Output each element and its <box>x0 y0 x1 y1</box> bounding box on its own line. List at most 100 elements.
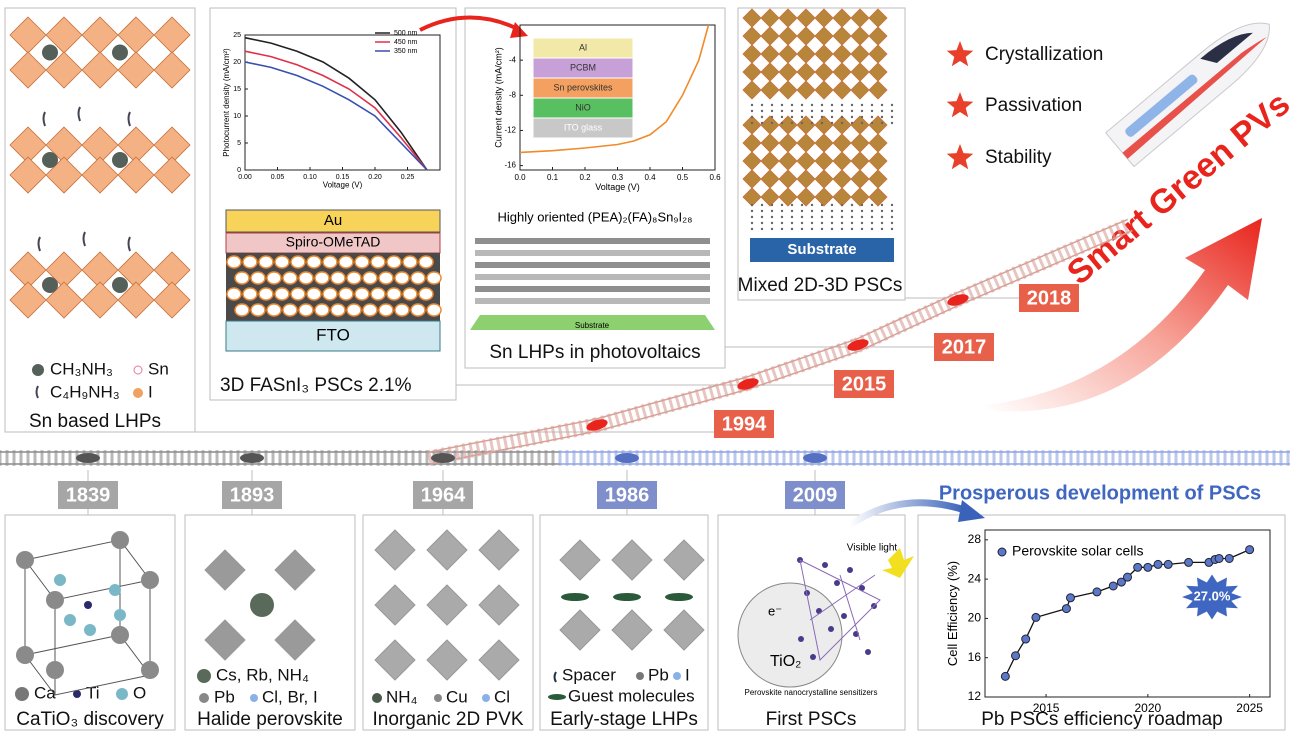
substrate-label: Substrate <box>575 321 610 330</box>
sleeper <box>454 444 461 461</box>
sleeper <box>502 435 509 452</box>
year-label: 2018 <box>1027 287 1072 309</box>
spacer <box>880 103 884 107</box>
spacer <box>880 115 884 119</box>
point <box>1011 651 1021 661</box>
spacer <box>890 227 894 231</box>
layer-label: FTO <box>316 325 350 344</box>
pore <box>282 303 298 317</box>
pore <box>298 303 314 317</box>
spacer <box>850 227 854 231</box>
pore <box>378 271 394 285</box>
spacer <box>820 209 824 213</box>
node <box>822 562 828 568</box>
spacer <box>760 209 764 213</box>
spacer <box>830 221 834 225</box>
sleeper <box>633 405 641 422</box>
sleeper <box>783 361 792 378</box>
cation <box>112 152 128 168</box>
spacer <box>860 203 864 207</box>
sleeper <box>1082 235 1092 252</box>
octahedron <box>274 619 316 661</box>
spacer <box>810 109 814 113</box>
spacer <box>870 227 874 231</box>
pore <box>410 271 426 285</box>
spacer <box>840 227 844 231</box>
point <box>1031 612 1041 622</box>
octahedron <box>778 187 798 207</box>
pore <box>274 255 290 269</box>
spacer <box>870 121 874 125</box>
x-tick-label: 0.4 <box>644 173 656 182</box>
sleeper <box>1088 233 1098 249</box>
spacer <box>830 203 834 207</box>
octahedron <box>559 609 601 651</box>
film <box>475 238 710 304</box>
capsule <box>76 453 100 463</box>
pore <box>322 287 338 301</box>
sleeper <box>1043 252 1053 269</box>
spacer <box>800 109 804 113</box>
spacer <box>780 115 784 119</box>
layer <box>225 320 441 352</box>
spacer <box>780 203 784 207</box>
legend-label: Pb <box>648 665 669 684</box>
year-label: 1839 <box>66 484 111 506</box>
spacer <box>840 221 844 225</box>
legend-icon <box>15 687 29 701</box>
y-axis-label: Cell Efficiency (%) <box>945 561 960 666</box>
sleeper <box>708 385 716 402</box>
capsule <box>431 453 455 463</box>
spacer <box>127 111 131 127</box>
y-tick-label: -4 <box>509 55 517 64</box>
sleeper <box>843 340 852 357</box>
sleeper <box>543 426 550 443</box>
legend-label: CH₃NH₃ <box>50 359 113 378</box>
year-box <box>597 481 657 509</box>
legend-label: Ca <box>34 683 56 702</box>
rail <box>855 292 956 341</box>
spacer <box>790 109 794 113</box>
x-tick-label: 2020 <box>1135 701 1162 715</box>
octahedron <box>611 609 653 651</box>
spacer <box>860 209 864 213</box>
annotation: 27.0% <box>1194 588 1231 603</box>
octahedron <box>81 281 119 319</box>
spacer <box>820 215 824 219</box>
atom <box>54 574 66 586</box>
spacer <box>770 221 774 225</box>
spacer <box>760 203 764 207</box>
pore <box>274 287 290 301</box>
sleeper <box>878 325 889 342</box>
spacer <box>870 103 874 107</box>
legend-label: Cl, Br, I <box>262 687 318 706</box>
spacer <box>890 103 894 107</box>
legend-label: Cl <box>494 687 510 706</box>
pore <box>290 287 306 301</box>
legend-label: C₄H₉NH₃ <box>50 382 120 401</box>
spacer <box>790 103 794 107</box>
guest <box>613 593 641 601</box>
octahedron <box>742 80 762 100</box>
section-title: Prosperous development of PSCs <box>939 482 1261 504</box>
spacer <box>820 115 824 119</box>
pore <box>234 271 250 285</box>
octahedron <box>9 156 47 194</box>
point <box>1224 553 1234 563</box>
sleeper <box>1101 227 1111 244</box>
octahedron <box>204 619 246 661</box>
spacer <box>810 221 814 225</box>
spacer <box>800 215 804 219</box>
sleeper <box>816 349 825 366</box>
spacer <box>750 203 754 207</box>
spacer <box>860 227 864 231</box>
spacer <box>750 115 754 119</box>
label: e⁻ <box>768 603 782 618</box>
legend-icon <box>116 688 128 700</box>
sleeper <box>1030 258 1040 274</box>
sleeper <box>885 322 895 339</box>
pore <box>242 287 258 301</box>
legend-label: Cs, Rb, NH₄ <box>216 665 309 684</box>
highlight: Crystallization <box>985 44 1103 65</box>
layer <box>225 209 441 233</box>
